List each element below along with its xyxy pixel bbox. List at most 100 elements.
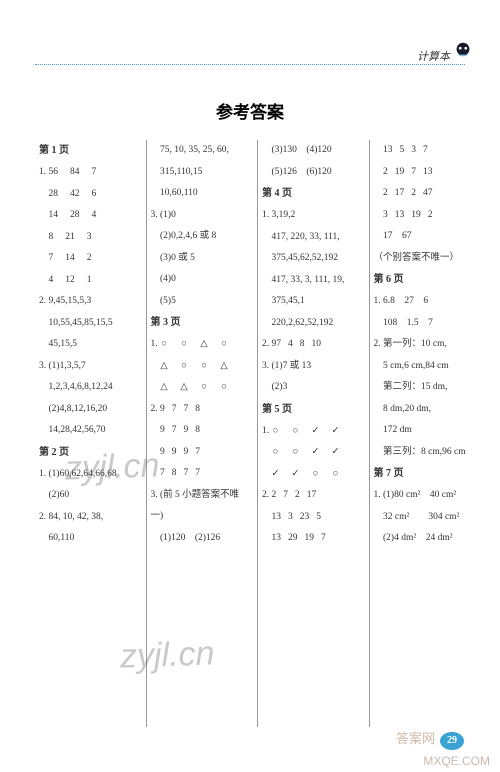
answer-line: 417, 33, 3, 111, 19, [262, 270, 365, 292]
value: 29 [288, 534, 298, 544]
answer-line: 133235 [262, 507, 365, 529]
value: 4 [39, 276, 53, 286]
answer-line: 315,110,15 [151, 162, 254, 184]
answer-line: 32 cm² 304 cm² [374, 507, 477, 529]
value: 8 [300, 340, 305, 350]
answer-line: 108 1.5 7 [374, 313, 477, 335]
value: 13 [262, 513, 281, 523]
value: 13 [395, 211, 405, 221]
shape-mark: ○ [220, 340, 228, 350]
mascot-icon [452, 40, 474, 62]
answer-line: ✓✓○○ [262, 464, 365, 486]
answer-line: 8 dm,20 dm, [374, 399, 477, 421]
answer-line: 8213 [39, 227, 142, 249]
page-heading: 第 6 页 [374, 269, 477, 291]
answer-line: 7877 [151, 463, 254, 485]
value: 14 [65, 254, 75, 264]
shape-mark: ✓ [292, 470, 300, 480]
answer-line: (3)0 或 5 [151, 248, 254, 270]
answer-line: 10,55,45,85,15,5 [39, 313, 142, 335]
value: 19 [305, 534, 315, 544]
column-2: 75, 10, 35, 25, 60, 315,110,15 10,60,110… [147, 140, 259, 727]
answer-line: 14,28,42,56,70 [39, 420, 142, 442]
value: 7 [172, 426, 177, 436]
value: 17 [307, 491, 317, 501]
value: 9 [184, 426, 189, 436]
answer-line: 1,2,3,4,6,8,12,24 [39, 377, 142, 399]
answer-line: 313192 [374, 205, 477, 227]
page-heading: 第 1 页 [39, 140, 142, 162]
column-3: (3)130 (4)120 (5)126 (6)120第 4 页1. 3,19,… [258, 140, 370, 727]
shape-mark: △ [160, 362, 168, 372]
value: 2 [87, 254, 92, 264]
answer-line: 2. 9,45,15,5,3 [39, 291, 142, 313]
answer-line: 3. (1)7 或 13 [262, 356, 365, 378]
answer-line: 172 dm [374, 420, 477, 442]
answer-line: 4121 [39, 270, 142, 292]
value: 5 [316, 513, 321, 523]
answer-line: (3)130 (4)120 [262, 140, 365, 162]
shape-mark: ○ [180, 340, 188, 350]
value: 84 [70, 168, 80, 178]
shape-mark: ○ [160, 340, 168, 350]
answer-line: 1. 3,19,2 [262, 205, 365, 227]
value: 7 [92, 168, 97, 178]
value: 9 [151, 426, 165, 436]
value: 10 [312, 340, 322, 350]
column-1: 第 1 页1. 56847 28426 14284 8213 7142 4121… [35, 140, 147, 727]
shape-mark: ✓ [312, 448, 320, 458]
value: 4 [92, 211, 97, 221]
page-heading: 第 5 页 [262, 399, 365, 421]
page-title: 参考答案 [0, 98, 500, 123]
answer-line: △○○△ [151, 356, 254, 378]
value: 7 [321, 534, 326, 544]
answer-line: 7142 [39, 248, 142, 270]
value: 47 [423, 189, 433, 199]
bottom-watermark-url: MXQE.COM [423, 754, 490, 768]
answer-line: 220,2,62,52,192 [262, 313, 365, 335]
answer-line: 14284 [39, 205, 142, 227]
value: 2. 9 [151, 405, 165, 415]
shape-mark: ○ [272, 427, 280, 437]
answer-line: 45,15,5 [39, 334, 142, 356]
value: 2 [374, 168, 388, 178]
bottom-watermark-cn: 答案网 [396, 728, 435, 747]
shape-mark: △ [160, 383, 168, 393]
value: 7 [423, 146, 428, 156]
answer-line: 2. 84, 10, 42, 38, [39, 507, 142, 529]
value: 13 [423, 168, 433, 178]
shape-mark: △ [220, 362, 228, 372]
header-rule [35, 64, 465, 66]
value: 2 [411, 189, 416, 199]
value: 28 [39, 190, 58, 200]
answer-line: 10,60,110 [151, 183, 254, 205]
value: 2. 2 [262, 491, 276, 501]
shape-mark: ○ [220, 383, 228, 393]
answer-line: （个别答案不唯一） [374, 248, 477, 270]
shape-mark: △ [180, 383, 188, 393]
answer-line: (2)3 [262, 377, 365, 399]
answer-line: (5)5 [151, 291, 254, 313]
shape-mark: ○ [332, 470, 340, 480]
value: 9 [151, 448, 165, 458]
value: 19 [411, 211, 421, 221]
answer-line: 3. (1)0 [151, 205, 254, 227]
answer-line: (1)120 (2)126 [151, 528, 254, 550]
value: 7 [151, 469, 165, 479]
shape-mark: ○ [200, 362, 208, 372]
answer-line: 1329197 [262, 528, 365, 550]
value: 17 [395, 189, 405, 199]
shape-mark: ○ [312, 470, 320, 480]
value: 28 [70, 211, 80, 221]
shape-mark: ✓ [332, 427, 340, 437]
value: 8 [172, 469, 177, 479]
answer-line: 417, 220, 33, 111, [262, 227, 365, 249]
answer-line: 第三列：8 cm,96 cm [374, 442, 477, 464]
answer-line: 1. (1)80 cm² 40 cm² [374, 485, 477, 507]
value: 8 [195, 405, 200, 415]
shape-mark: ○ [272, 448, 280, 458]
value: 7 [184, 405, 189, 415]
value: 6 [92, 190, 97, 200]
value: 23 [300, 513, 310, 523]
value: 2. 97 [262, 340, 281, 350]
